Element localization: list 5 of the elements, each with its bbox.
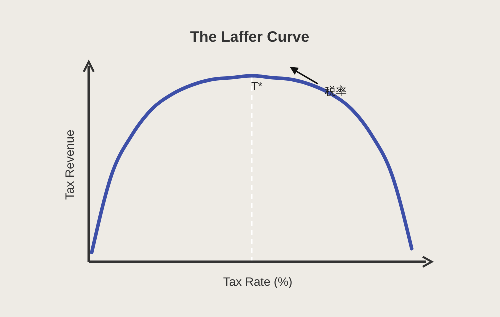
chart-title: The Laffer Curve	[190, 29, 310, 46]
annotation: 税率	[325, 85, 347, 98]
y-axis-title: Tax Revenue	[63, 130, 77, 200]
annotation: T*	[252, 81, 264, 93]
x-axis-title: Tax Rate (%)	[223, 275, 293, 289]
